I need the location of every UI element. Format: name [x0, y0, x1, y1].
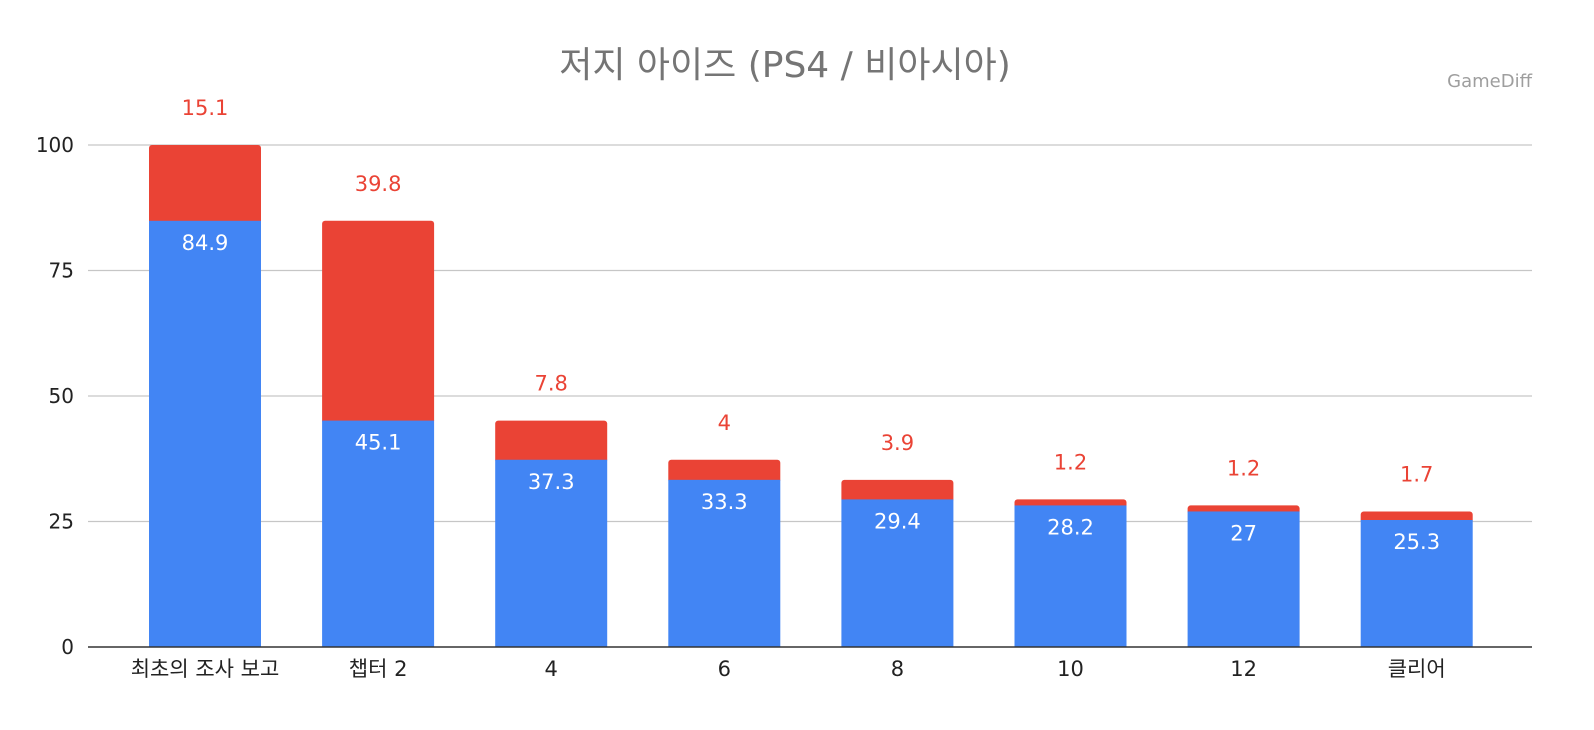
- bar-segment-base: [1187, 511, 1300, 647]
- data-labels: 84.9 15.1 45.1 39.8 37.3 7.8 33.3 4 29.4 3.9 28.2 1…: [182, 96, 1440, 554]
- chart-title: 저지 아이즈 (PS4 / 비아시아): [559, 45, 1011, 86]
- bar-segment-drop: [149, 145, 261, 224]
- data-label-base: 45.1: [355, 431, 402, 455]
- gridlines: [88, 144, 1532, 523]
- bar-segment-base: [495, 459, 608, 647]
- data-label-base: 37.3: [528, 470, 575, 494]
- data-label-base: 84.9: [182, 231, 229, 255]
- x-tick-label: 챕터 2: [349, 657, 408, 681]
- bar-segment-base: [1014, 505, 1127, 647]
- data-label-base: 27: [1230, 521, 1257, 545]
- data-label-drop: 1.7: [1400, 462, 1433, 486]
- y-tick-label: 100: [36, 133, 74, 157]
- y-tick-label: 0: [61, 635, 74, 659]
- x-tick-label: 4: [545, 657, 558, 681]
- bar-segment-drop: [841, 479, 954, 503]
- bar-segment-base: [668, 479, 781, 647]
- x-tick-label: 6: [718, 657, 731, 681]
- data-label-drop: 1.2: [1227, 456, 1260, 480]
- bar-segment-drop: [668, 459, 781, 483]
- x-tick-label: 클리어: [1388, 657, 1446, 681]
- data-label-drop: 39.8: [355, 172, 402, 196]
- watermark: GameDiff: [1447, 71, 1532, 92]
- y-tick-label: 75: [49, 259, 74, 283]
- y-tick-label: 50: [49, 384, 74, 408]
- x-tick-label: 최초의 조사 보고: [131, 657, 280, 681]
- bar-segment-base: [841, 499, 954, 647]
- x-tick-label: 10: [1057, 657, 1084, 681]
- data-label-base: 33.3: [701, 490, 748, 514]
- data-label-base: 29.4: [874, 509, 921, 533]
- data-label-drop: 3.9: [881, 431, 914, 455]
- data-label-base: 25.3: [1393, 530, 1440, 554]
- x-tick-label: 12: [1230, 657, 1257, 681]
- data-label-drop: 1.2: [1054, 450, 1087, 474]
- bar-segment-drop: [495, 420, 608, 463]
- bar-segment-base: [149, 220, 261, 647]
- bar-segment-base: [1360, 519, 1473, 647]
- data-label-base: 28.2: [1047, 515, 1094, 539]
- data-label-drop: 7.8: [534, 372, 567, 396]
- bar-segment-drop: [322, 220, 435, 424]
- y-tick-label: 25: [49, 510, 74, 534]
- axes: 0 25 50 75 100 최초의 조사 보고 챕터 2 4 6 8 10 12 클리어: [36, 133, 1532, 681]
- bar-segment-base: [322, 420, 435, 647]
- bars: [149, 145, 1473, 647]
- x-tick-label: 8: [891, 657, 904, 681]
- data-label-drop: 15.1: [182, 96, 229, 120]
- data-label-drop: 4: [718, 411, 731, 435]
